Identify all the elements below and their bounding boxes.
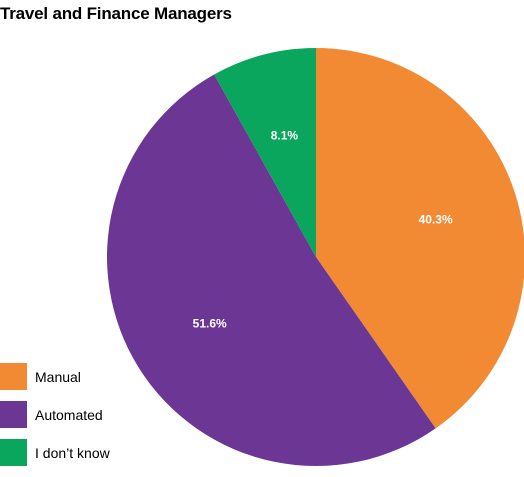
pie-slice-manual: [316, 48, 524, 429]
legend-label-automated: Automated: [35, 406, 103, 423]
pie-slice-automated: [107, 74, 436, 466]
chart-title: Travel and Finance Managers: [0, 4, 232, 23]
legend-label-dont-know: I don’t know: [35, 444, 110, 461]
pie-slice-i-don-t-know: [214, 48, 316, 257]
legend: Manual Automated I don’t know: [0, 363, 110, 477]
legend-label-manual: Manual: [35, 368, 81, 385]
slice-label-automated: 51.6%: [193, 317, 227, 331]
pie-chart: 40.3% 51.6% 8.1%: [107, 48, 524, 466]
legend-item-dont-know: I don’t know: [0, 439, 110, 466]
legend-swatch-dont-know: [0, 439, 27, 466]
pie-slices: [107, 48, 524, 466]
slice-label-manual: 40.3%: [419, 212, 453, 226]
slice-label-i-don-t-know: 8.1%: [271, 129, 299, 143]
legend-item-automated: Automated: [0, 401, 110, 428]
pie-slice-labels: 40.3% 51.6% 8.1%: [193, 129, 453, 331]
legend-swatch-automated: [0, 401, 27, 428]
legend-swatch-manual: [0, 363, 27, 390]
legend-item-manual: Manual: [0, 363, 110, 390]
